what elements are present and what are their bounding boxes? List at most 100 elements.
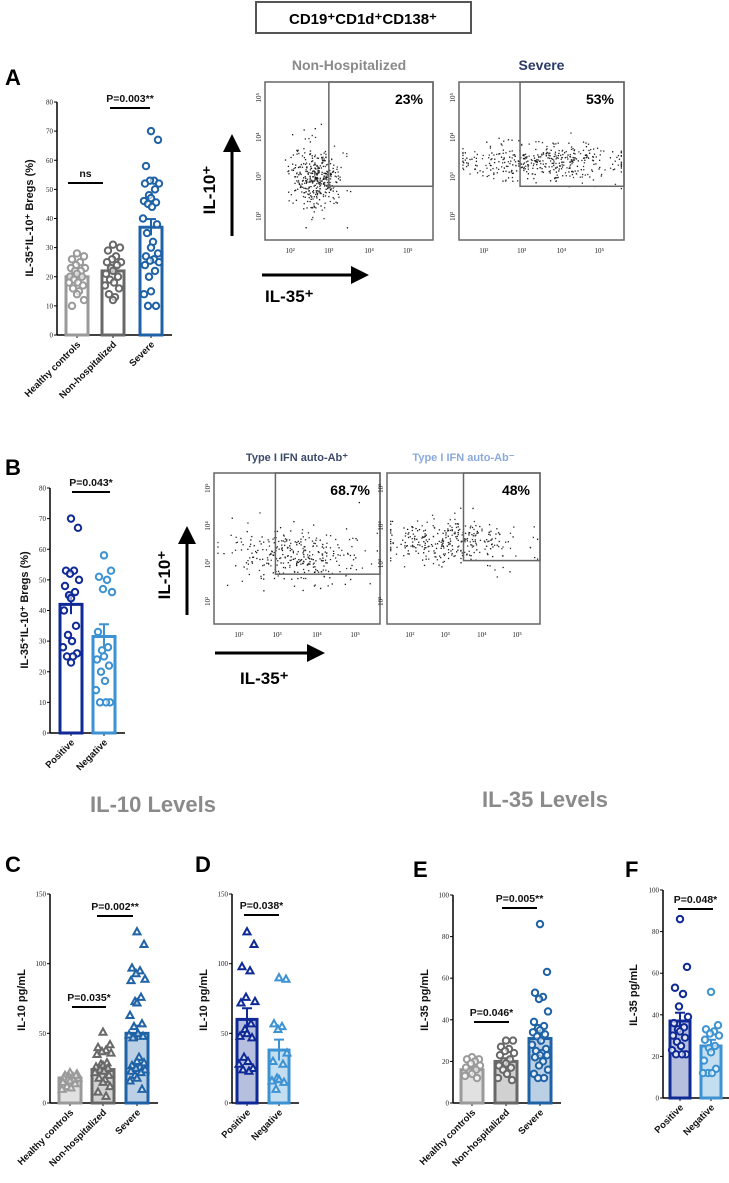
event-dot — [462, 168, 465, 171]
event-dot — [316, 157, 318, 159]
event-dot — [513, 159, 516, 161]
event-dot — [423, 552, 425, 554]
event-dot — [421, 559, 424, 561]
event-dot — [451, 554, 453, 556]
event-dot — [324, 184, 326, 186]
event-dot — [457, 539, 459, 541]
event-dot — [290, 194, 293, 196]
gate[interactable] — [274, 472, 381, 575]
event-dot — [314, 178, 316, 180]
event-dot — [425, 534, 427, 536]
event-dot — [351, 564, 353, 567]
event-dot — [302, 562, 304, 565]
event-dot — [301, 180, 304, 182]
event-dot — [496, 576, 498, 578]
event-dot — [457, 523, 460, 525]
y-tick-label: 10² — [377, 597, 385, 606]
event-dot — [296, 562, 298, 565]
event-dot — [461, 552, 463, 554]
event-dot — [620, 187, 622, 190]
event-dot — [329, 187, 331, 189]
event-dot — [293, 585, 296, 587]
data-point — [698, 1068, 708, 1078]
event-dot — [291, 169, 293, 171]
event-dot — [507, 161, 510, 163]
category-label: Negative — [74, 737, 110, 773]
event-dot — [351, 545, 353, 548]
event-dot — [240, 541, 243, 543]
x-tick-label: 10⁴ — [557, 247, 567, 255]
event-dot — [304, 187, 307, 189]
event-dot — [585, 154, 588, 156]
event-dot — [455, 536, 457, 538]
event-dot — [474, 539, 476, 541]
gate[interactable] — [462, 472, 541, 562]
event-dot — [613, 168, 616, 170]
event-dot — [555, 158, 557, 160]
event-dot — [272, 572, 274, 574]
event-dot — [323, 217, 325, 220]
event-dot — [412, 544, 414, 546]
event-dot — [431, 514, 434, 516]
event-dot — [308, 189, 310, 192]
event-dot — [446, 545, 448, 547]
event-dot — [306, 200, 309, 203]
event-dot — [346, 227, 349, 229]
gate[interactable] — [519, 81, 625, 188]
event-dot — [501, 144, 503, 146]
data-point — [466, 1059, 476, 1068]
event-dot — [303, 187, 305, 189]
event-dot — [514, 155, 516, 157]
event-dot — [575, 172, 577, 175]
event-dot — [526, 171, 528, 173]
gate[interactable] — [328, 81, 434, 188]
event-dot — [282, 553, 284, 556]
event-dot — [571, 160, 573, 162]
event-dot — [520, 163, 523, 165]
event-dot — [249, 543, 252, 545]
event-dot — [436, 559, 439, 561]
data-point — [97, 1026, 109, 1036]
data-point — [530, 1053, 540, 1062]
event-dot — [272, 538, 274, 540]
event-dot — [332, 555, 334, 557]
event-dot — [268, 563, 270, 565]
event-dot — [390, 557, 392, 559]
event-dot — [469, 527, 471, 529]
event-dot — [489, 534, 491, 536]
event-dot — [532, 164, 535, 167]
data-point — [126, 962, 138, 972]
event-dot — [486, 564, 489, 567]
event-dot — [569, 154, 571, 156]
event-dot — [434, 543, 437, 545]
event-dot — [431, 545, 434, 547]
y-tick-label: 10⁵ — [204, 483, 212, 493]
event-dot — [324, 195, 327, 197]
event-dot — [410, 545, 412, 547]
event-dot — [558, 152, 560, 155]
data-point — [109, 278, 119, 287]
event-dot — [296, 541, 298, 544]
event-dot — [404, 535, 407, 537]
event-dot — [302, 186, 304, 189]
event-dot — [316, 570, 319, 572]
event-dot — [305, 191, 307, 193]
event-dot — [343, 554, 345, 556]
event-dot — [482, 171, 484, 173]
event-dot — [479, 539, 482, 541]
event-dot — [293, 167, 295, 170]
event-dot — [314, 136, 317, 139]
event-dot — [598, 168, 600, 170]
event-dot — [323, 565, 325, 567]
event-dot — [396, 546, 398, 549]
event-dot — [318, 191, 320, 193]
event-dot — [474, 168, 477, 170]
event-dot — [268, 545, 271, 547]
event-dot — [568, 142, 570, 144]
p-value-label: P=0.046* — [470, 1007, 514, 1019]
flow-plot-title: Severe — [519, 57, 565, 73]
y-tick-label: 0 — [43, 730, 47, 738]
event-dot — [609, 157, 612, 159]
event-dot — [376, 532, 378, 534]
event-dot — [282, 566, 285, 569]
